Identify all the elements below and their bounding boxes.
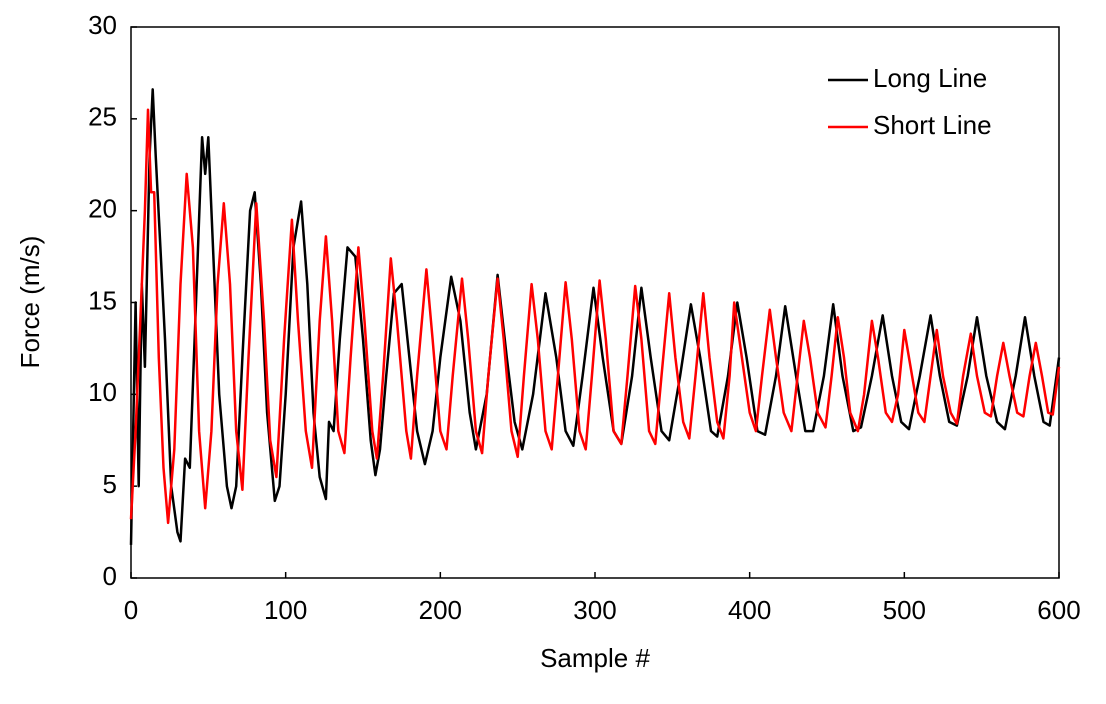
y-tick-label: 10 bbox=[88, 377, 117, 407]
series-line bbox=[129, 88, 1061, 545]
y-axis-label: Force (m/s) bbox=[15, 236, 45, 369]
x-tick-label: 400 bbox=[728, 595, 771, 625]
legend-label: Short Line bbox=[873, 110, 992, 140]
x-tick-label: 300 bbox=[573, 595, 616, 625]
x-tick-label: 600 bbox=[1037, 595, 1080, 625]
y-tick-label: 0 bbox=[103, 561, 117, 591]
x-tick-label: 100 bbox=[264, 595, 307, 625]
x-tick-label: 200 bbox=[419, 595, 462, 625]
x-tick-label: 500 bbox=[883, 595, 926, 625]
y-tick-label: 15 bbox=[88, 285, 117, 315]
x-axis-label: Sample # bbox=[540, 643, 650, 673]
series-line bbox=[129, 108, 1061, 525]
legend-label: Long Line bbox=[873, 63, 987, 93]
x-tick-label: 0 bbox=[124, 595, 138, 625]
y-tick-label: 25 bbox=[88, 102, 117, 132]
y-tick-label: 30 bbox=[88, 10, 117, 40]
y-tick-label: 5 bbox=[103, 469, 117, 499]
y-tick-label: 20 bbox=[88, 194, 117, 224]
